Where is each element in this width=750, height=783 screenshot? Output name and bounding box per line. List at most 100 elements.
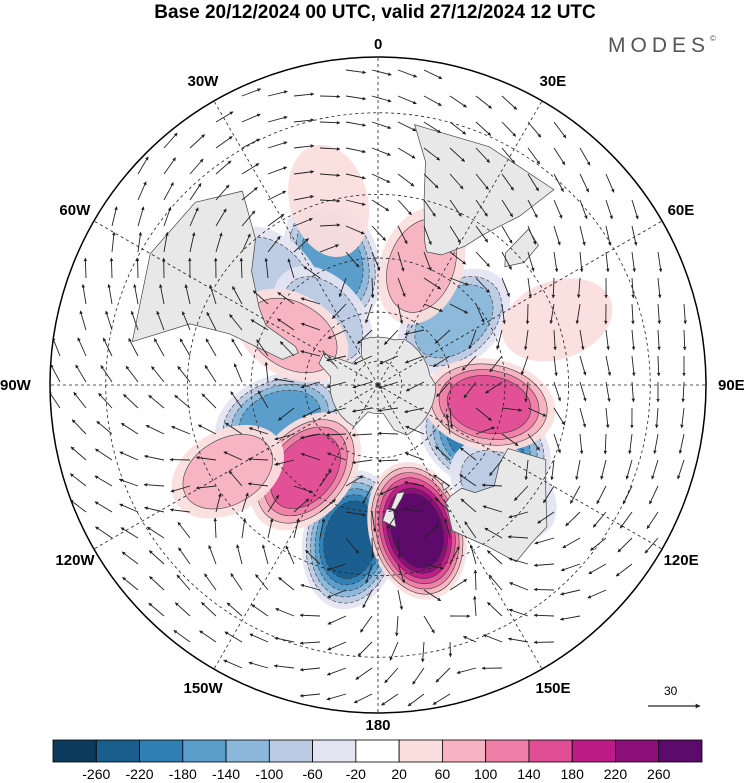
wind-vector (215, 111, 234, 123)
wind-vector (345, 69, 367, 75)
wind-vector (201, 393, 217, 409)
wind-vector (435, 667, 451, 683)
wind-vector (559, 615, 581, 621)
wind-vector (615, 563, 633, 577)
wind-vector (345, 537, 360, 554)
wind-vector (70, 446, 87, 461)
colorbar-tick-label: 220 (603, 766, 628, 782)
wind-vector (404, 480, 425, 487)
wind-vector (475, 173, 489, 190)
wind-vector (683, 303, 687, 325)
wind-vector (370, 537, 375, 559)
wind-vector (501, 199, 514, 218)
wind-vector (184, 284, 191, 305)
meridian-line (377, 384, 543, 670)
wind-vector (449, 95, 467, 108)
wind-vector (590, 537, 607, 551)
wind-vector (508, 608, 529, 617)
wind-vector (397, 95, 417, 105)
wind-vector (174, 394, 191, 409)
wind-vector (605, 355, 612, 376)
meridian-line (93, 220, 379, 386)
wind-vector (105, 310, 113, 331)
wind-vector (355, 667, 373, 680)
wind-vector (195, 485, 217, 490)
wind-vector (587, 589, 607, 599)
wind-vector (449, 251, 467, 265)
wind-vector (241, 187, 258, 201)
wind-vector (560, 563, 581, 572)
wind-vector (653, 433, 659, 455)
wind-vector (605, 225, 612, 246)
colorbar-tick-label: -20 (345, 766, 366, 782)
wind-vector (229, 314, 243, 331)
meridian-line (377, 220, 663, 386)
wind-vector (423, 173, 439, 189)
wind-vector (119, 503, 139, 513)
wind-vector (362, 485, 373, 505)
longitude-label: 90W (0, 376, 31, 394)
colorbar-tick-label: -60 (302, 766, 323, 782)
map-title: Base 20/12/2024 00 UTC, valid 27/12/2024… (154, 2, 596, 23)
wind-vector (224, 631, 243, 643)
wind-vector (144, 454, 165, 461)
longitude-label: 180 (365, 717, 391, 734)
wind-vector (397, 277, 406, 298)
wind-vector (435, 497, 451, 513)
wind-vector (605, 199, 613, 220)
wind-vector (579, 355, 587, 376)
wind-vector (631, 251, 636, 273)
wind-vector (588, 563, 607, 575)
map-border (49, 56, 707, 714)
wind-vector (122, 576, 139, 591)
wind-vector (213, 517, 218, 539)
wind-vector (533, 587, 555, 592)
wind-vector (146, 526, 165, 539)
wind-vector (252, 290, 269, 305)
wind-vector (579, 433, 584, 455)
wind-vector (326, 667, 347, 676)
wind-vector (631, 303, 635, 325)
longitude-label: 30E (539, 73, 567, 91)
colorbar-tick-label: 180 (560, 766, 584, 782)
wind-vector (273, 377, 295, 383)
wind-vector (178, 547, 191, 565)
anomaly-center-15 (171, 424, 285, 519)
wind-vector (241, 88, 262, 97)
wind-vector (277, 292, 295, 305)
reference-vector-label: 30 (664, 684, 678, 698)
wind-vector (69, 499, 87, 513)
wind-vector (133, 283, 139, 305)
wind-vector (267, 90, 288, 97)
wind-vector (553, 121, 567, 139)
wind-vector (83, 257, 88, 279)
wind-vector (524, 459, 529, 481)
wind-vector (421, 641, 425, 663)
wind-vector (579, 251, 584, 273)
wind-vector (170, 485, 191, 493)
wind-vector (325, 433, 347, 437)
madagascar (504, 228, 539, 268)
wind-vector (365, 563, 373, 584)
wind-vector (300, 433, 321, 440)
wind-vector (327, 329, 347, 339)
wind-vector (273, 664, 295, 669)
wind-vector (300, 583, 321, 591)
wind-vector (657, 329, 661, 351)
wind-vector (189, 158, 204, 175)
wind-vector (137, 156, 149, 175)
wind-vector (397, 251, 405, 272)
wind-vector (507, 535, 529, 539)
wind-vector (50, 363, 61, 383)
wind-vector (449, 147, 466, 162)
wind-vector (377, 459, 399, 463)
wind-vector (575, 303, 581, 325)
wind-vector (553, 199, 563, 219)
wind-vector (119, 451, 139, 461)
wind-vector (319, 469, 332, 487)
wind-vector (293, 238, 309, 253)
wind-vector (384, 667, 399, 684)
wind-vector (293, 195, 314, 201)
wind-vector (680, 407, 685, 429)
wind-vector (527, 251, 535, 272)
